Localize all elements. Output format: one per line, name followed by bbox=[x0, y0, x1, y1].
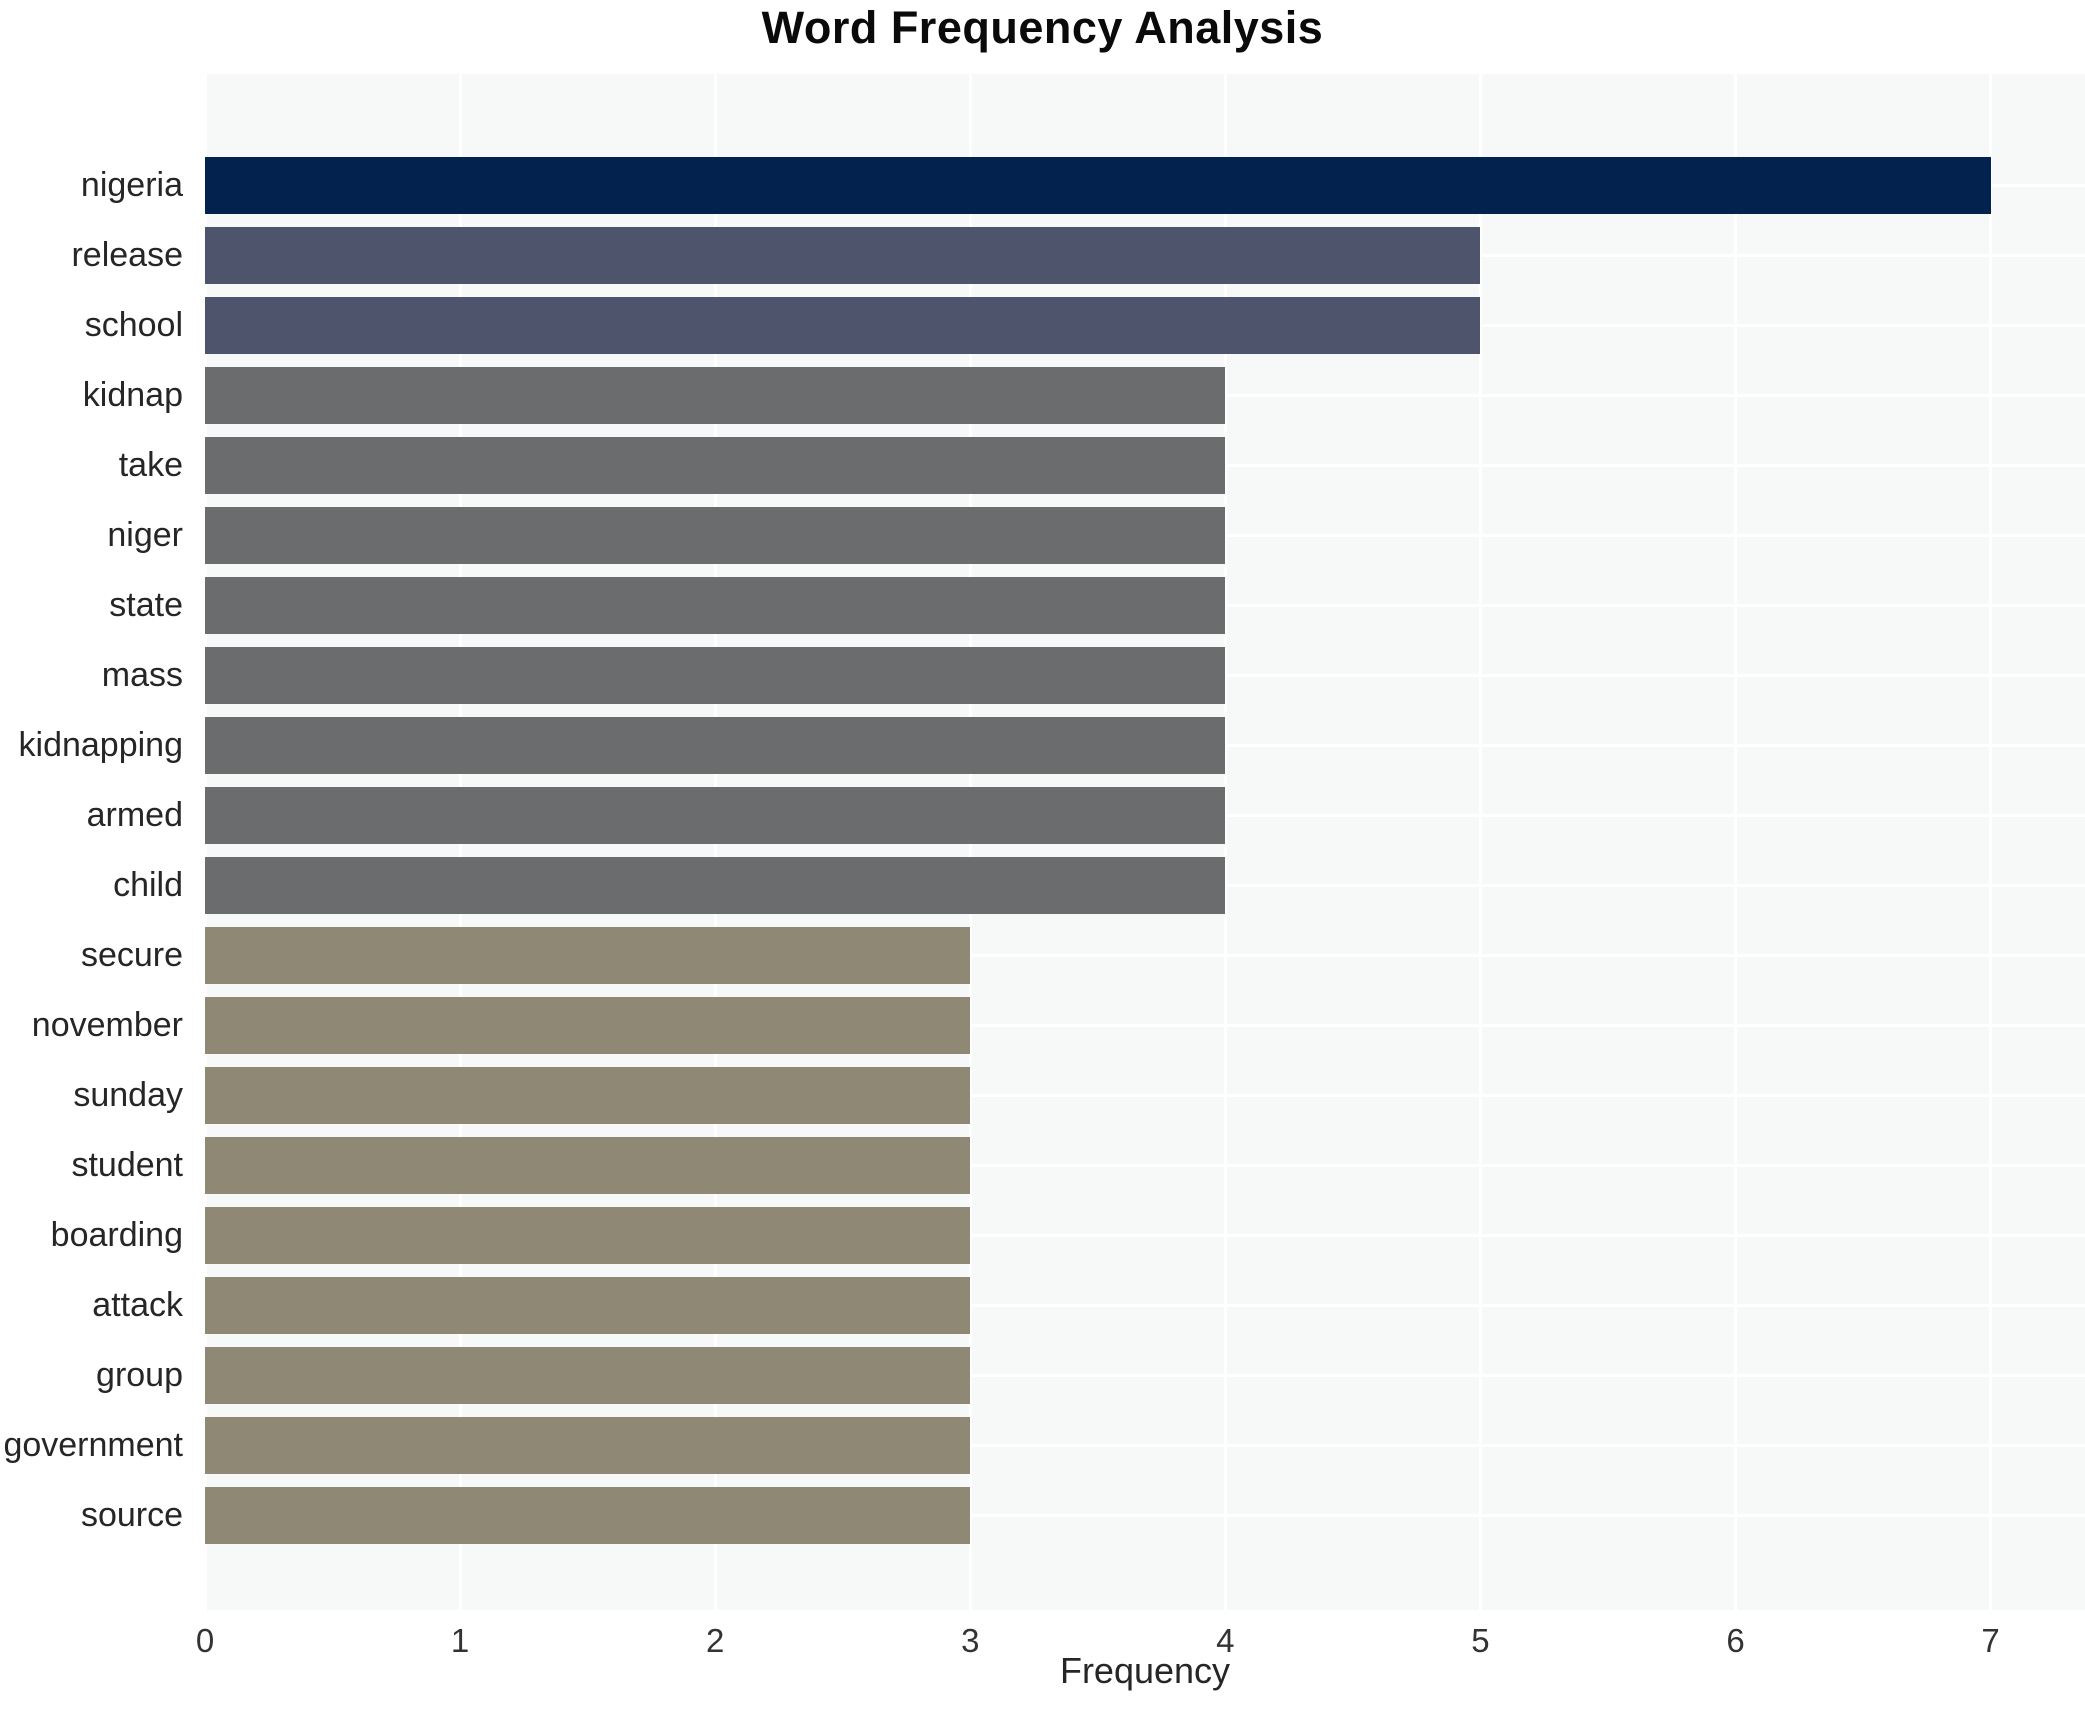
bar-row bbox=[205, 1130, 2085, 1200]
bar-row bbox=[205, 220, 2085, 290]
y-tick-label-november: november bbox=[31, 1005, 183, 1044]
horizontal-gridline bbox=[205, 1163, 2085, 1167]
bar-boarding bbox=[205, 1206, 971, 1264]
y-tick-label-kidnap: kidnap bbox=[82, 375, 183, 414]
bar-source bbox=[205, 1486, 971, 1544]
y-tick-label-state: state bbox=[109, 585, 183, 624]
y-tick-label-sunday: sunday bbox=[73, 1075, 183, 1114]
bar-government bbox=[205, 1416, 971, 1474]
x-tick-label: 1 bbox=[450, 1622, 470, 1659]
bar-november bbox=[205, 996, 971, 1054]
y-tick-label-release: release bbox=[71, 235, 183, 274]
vertical-gridline bbox=[1989, 74, 1993, 1610]
vertical-gridline bbox=[1478, 74, 1482, 1610]
x-tick-label: 5 bbox=[1471, 1622, 1490, 1659]
bar-nigeria bbox=[205, 156, 1991, 214]
x-tick-label: 2 bbox=[705, 1622, 725, 1659]
bar-child bbox=[205, 856, 1226, 914]
bar-student bbox=[205, 1136, 971, 1194]
y-tick-label-nigeria: nigeria bbox=[80, 165, 183, 204]
horizontal-gridline bbox=[205, 1233, 2085, 1237]
x-tick-label: 3 bbox=[961, 1622, 980, 1659]
y-tick-label-source: source bbox=[80, 1495, 183, 1534]
horizontal-gridline bbox=[205, 1303, 2085, 1307]
bar-row bbox=[205, 990, 2085, 1060]
bar-kidnapping bbox=[205, 716, 1226, 774]
y-tick-label-attack: attack bbox=[92, 1285, 183, 1324]
y-tick-label-mass: mass bbox=[101, 655, 183, 694]
x-tick-label: 0 bbox=[195, 1622, 215, 1659]
bar-secure bbox=[205, 926, 971, 984]
bar-row bbox=[205, 500, 2085, 570]
y-tick-label-group: group bbox=[96, 1355, 183, 1394]
bar-row bbox=[205, 1480, 2085, 1550]
y-tick-label-kidnapping: kidnapping bbox=[18, 725, 183, 764]
bars-layer bbox=[205, 150, 2085, 1550]
y-tick-label-take: take bbox=[118, 445, 183, 484]
bar-row bbox=[205, 360, 2085, 430]
bar-state bbox=[205, 576, 1226, 634]
bar-row bbox=[205, 1060, 2085, 1130]
horizontal-gridline bbox=[205, 953, 2085, 957]
bar-niger bbox=[205, 506, 1226, 564]
bar-sunday bbox=[205, 1066, 971, 1124]
horizontal-gridline bbox=[205, 1443, 2085, 1447]
y-tick-label-niger: niger bbox=[107, 515, 183, 554]
horizontal-gridline bbox=[205, 1513, 2085, 1517]
y-tick-label-boarding: boarding bbox=[50, 1215, 183, 1254]
horizontal-gridline bbox=[205, 1373, 2085, 1377]
y-tick-label-secure: secure bbox=[80, 935, 183, 974]
x-axis-ticks: 0 1 2 3 4 5 6 7 bbox=[196, 1622, 2085, 1666]
horizontal-gridline bbox=[205, 1023, 2085, 1027]
x-axis-title: Frequency bbox=[1059, 1650, 1231, 1691]
bar-row bbox=[205, 1410, 2085, 1480]
y-axis-labels: nigeria release school kidnap take niger state… bbox=[0, 150, 193, 1550]
bar-take bbox=[205, 436, 1226, 494]
bar-row bbox=[205, 570, 2085, 640]
bar-group bbox=[205, 1346, 971, 1404]
bar-mass bbox=[205, 646, 1226, 704]
x-tick-label: 7 bbox=[1981, 1622, 2000, 1659]
bar-attack bbox=[205, 1276, 971, 1334]
x-tick-label: 6 bbox=[1726, 1622, 1745, 1659]
bar-school bbox=[205, 296, 1481, 354]
y-tick-label-child: child bbox=[113, 865, 183, 904]
horizontal-gridline bbox=[205, 1093, 2085, 1097]
bar-row bbox=[205, 710, 2085, 780]
x-tick-label: 4 bbox=[1216, 1622, 1235, 1659]
bar-row bbox=[205, 1270, 2085, 1340]
bar-row bbox=[205, 640, 2085, 710]
bar-armed bbox=[205, 786, 1226, 844]
bar-row bbox=[205, 1200, 2085, 1270]
vertical-gridline bbox=[1223, 74, 1227, 1610]
y-tick-label-school: school bbox=[84, 305, 183, 344]
bar-kidnap bbox=[205, 366, 1226, 424]
bar-row bbox=[205, 920, 2085, 990]
y-tick-label-government: government bbox=[3, 1425, 183, 1464]
bar-row bbox=[205, 780, 2085, 850]
bar-release bbox=[205, 226, 1481, 284]
vertical-gridline bbox=[1734, 74, 1738, 1610]
bar-row bbox=[205, 290, 2085, 360]
chart-title: Word Frequency Analysis bbox=[761, 2, 1324, 53]
plot-area bbox=[203, 74, 2085, 1610]
y-tick-label-armed: armed bbox=[86, 795, 183, 834]
bar-row bbox=[205, 850, 2085, 920]
bar-row bbox=[205, 430, 2085, 500]
y-tick-label-student: student bbox=[71, 1145, 183, 1184]
bar-row bbox=[205, 150, 2085, 220]
bar-row bbox=[205, 1340, 2085, 1410]
